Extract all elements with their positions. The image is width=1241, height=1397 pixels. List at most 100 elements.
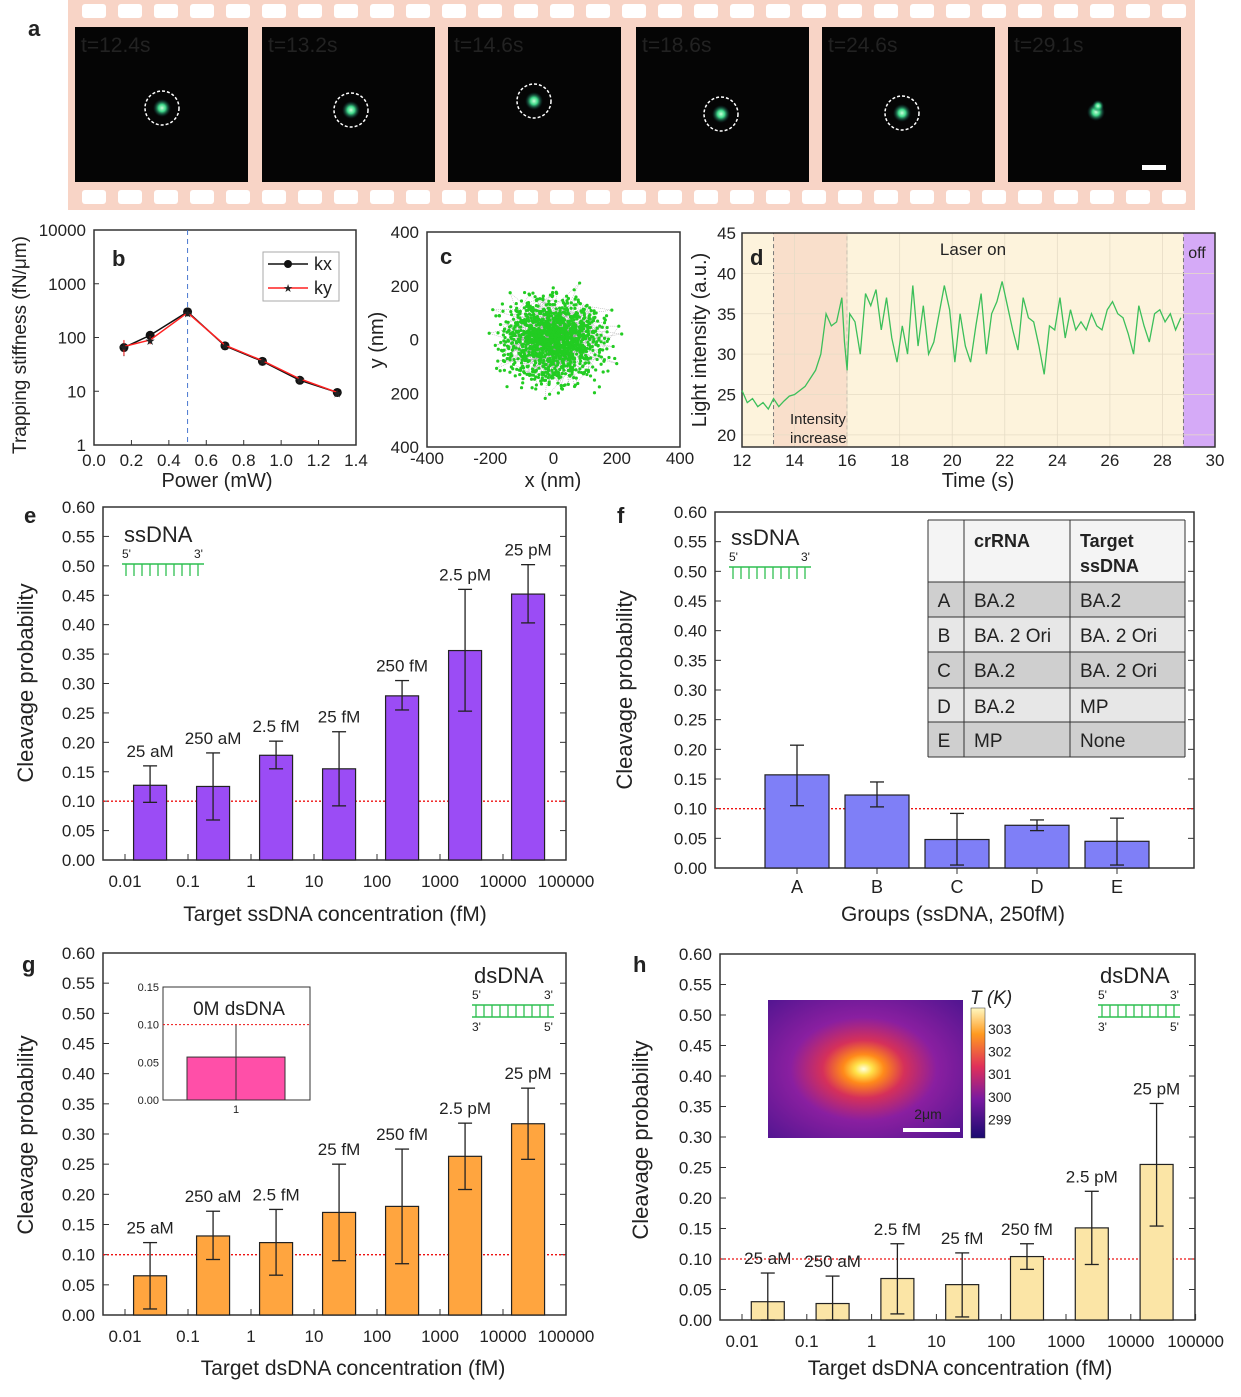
panel-c-position-scatter: -400 -200 0 200 400 400 200 0 200 400 c x (nm) y (nm… <box>366 223 694 492</box>
sprocket-hole <box>370 190 394 204</box>
sprocket-hole <box>262 190 286 204</box>
scatter-point <box>579 324 583 328</box>
table-row <box>928 688 1185 722</box>
scatter-point <box>572 303 576 307</box>
y-tick-label: 0.00 <box>679 1311 712 1330</box>
x-tick-label: 1 <box>246 1327 255 1346</box>
scatter-point <box>547 380 551 384</box>
scatter-point <box>572 288 576 292</box>
laser-on-label: Laser on <box>940 240 1006 259</box>
scatter-point <box>543 353 548 357</box>
scatter-point <box>596 319 600 323</box>
x-tick-label: 1.4 <box>344 451 368 470</box>
scatter-point <box>527 306 531 311</box>
y-tick-label: 0.00 <box>62 1306 95 1325</box>
scatter-point <box>565 333 569 337</box>
bar-group <box>764 744 830 869</box>
scatter-point <box>532 344 536 348</box>
y-tick-label: 0.35 <box>679 1098 712 1117</box>
frame-timestamp: t=29.1s <box>1014 34 1083 57</box>
scatter-point <box>552 327 556 331</box>
scatter-point <box>557 329 561 333</box>
scatter-point <box>542 358 546 363</box>
scatter-point <box>501 358 505 363</box>
scatter-point <box>549 326 553 330</box>
laser-off-label: off <box>1188 245 1206 262</box>
scatter-point <box>529 308 533 312</box>
scatter-point <box>553 335 557 340</box>
y-tick-label: 0.40 <box>62 1065 95 1084</box>
scatter-point <box>527 350 531 354</box>
particle <box>1092 100 1104 112</box>
scatter-point <box>588 317 592 321</box>
scatter-point <box>511 367 515 371</box>
scatter-point <box>525 331 529 335</box>
scatter-point <box>554 344 558 349</box>
y-tick-label: 0.25 <box>674 711 707 730</box>
y-tick-label: 0.35 <box>62 645 95 664</box>
bar-group: 25 aM <box>744 1249 791 1321</box>
scatter-point <box>579 340 583 344</box>
sprocket-hole <box>694 190 718 204</box>
y-tick-label: 0.30 <box>62 675 95 694</box>
frame-timestamp: t=12.4s <box>81 34 150 57</box>
sprocket-hole <box>406 190 430 204</box>
bar-value-label: 25 aM <box>126 1219 173 1238</box>
y-tick-label: 0.20 <box>62 733 95 752</box>
x-tick-label: 0.1 <box>176 1327 200 1346</box>
x-tick-label: 10 <box>305 1327 324 1346</box>
scatter-point <box>534 361 538 365</box>
sprocket-hole <box>550 4 574 18</box>
y-tick-label: 0.35 <box>674 651 707 670</box>
tracking-circle <box>516 83 552 119</box>
sprocket-hole <box>838 190 862 204</box>
y-tick-label: 0.10 <box>62 1246 95 1265</box>
legend: kx ★ ky <box>262 251 340 302</box>
scatter-point <box>526 301 531 305</box>
scatter-point <box>532 334 536 339</box>
x-tick-label: 0.8 <box>232 451 256 470</box>
scatter-point <box>610 308 614 312</box>
inset-zero-concentration: 0.00 0.05 0.10 0.15 0M dsDNA 1 <box>138 982 311 1116</box>
bar-group: 2.5 fM <box>874 1220 921 1321</box>
sprocket-hole <box>1054 190 1078 204</box>
x-axis-label: x (nm) <box>525 470 582 492</box>
scatter-point <box>550 352 554 357</box>
y-tick-label: 0.00 <box>62 851 95 870</box>
sprocket-hole <box>730 4 754 18</box>
scatter-point <box>516 329 521 333</box>
sprocket-hole <box>514 190 538 204</box>
scatter-point <box>496 347 500 351</box>
groups-table: crRNA Target ssDNA A BA.2 BA.2 B BA. 2 Ori BA. 2… <box>927 519 1186 758</box>
frame-timestamp: t=18.6s <box>642 34 711 57</box>
scatter-point <box>585 334 590 338</box>
scatter-point <box>503 336 507 340</box>
scatter-points <box>487 281 624 400</box>
scatter-point <box>605 339 609 343</box>
scatter-point <box>605 347 609 351</box>
bar-value-label: 25 pM <box>504 1064 551 1083</box>
scatter-point <box>567 362 571 366</box>
bar-group: 250 aM <box>185 1187 241 1316</box>
y-tick-label: 0.60 <box>674 503 707 522</box>
y-tick-label: 200 <box>391 277 419 296</box>
strand-end-label: 3' <box>1170 988 1179 1002</box>
scatter-point <box>593 353 597 357</box>
scatter-point <box>542 322 546 327</box>
scatter-point <box>567 347 571 351</box>
y-tick-label: 0.45 <box>679 1037 712 1056</box>
scatter-point <box>531 326 535 330</box>
scatter-point <box>510 313 514 317</box>
scatter-point <box>590 320 594 324</box>
scatter-point <box>564 340 569 344</box>
sprocket-hole <box>622 4 646 18</box>
bar-group: 25 aM <box>126 1219 174 1316</box>
scatter-point <box>562 352 567 356</box>
scatter-point <box>594 329 598 333</box>
bar-value-label: 25 aM <box>126 742 173 761</box>
y-tick-label: 0.00 <box>138 1095 159 1107</box>
scatter-point <box>534 320 538 324</box>
scatter-point <box>568 369 572 373</box>
scatter-point <box>588 374 593 378</box>
series-kx <box>119 307 342 397</box>
